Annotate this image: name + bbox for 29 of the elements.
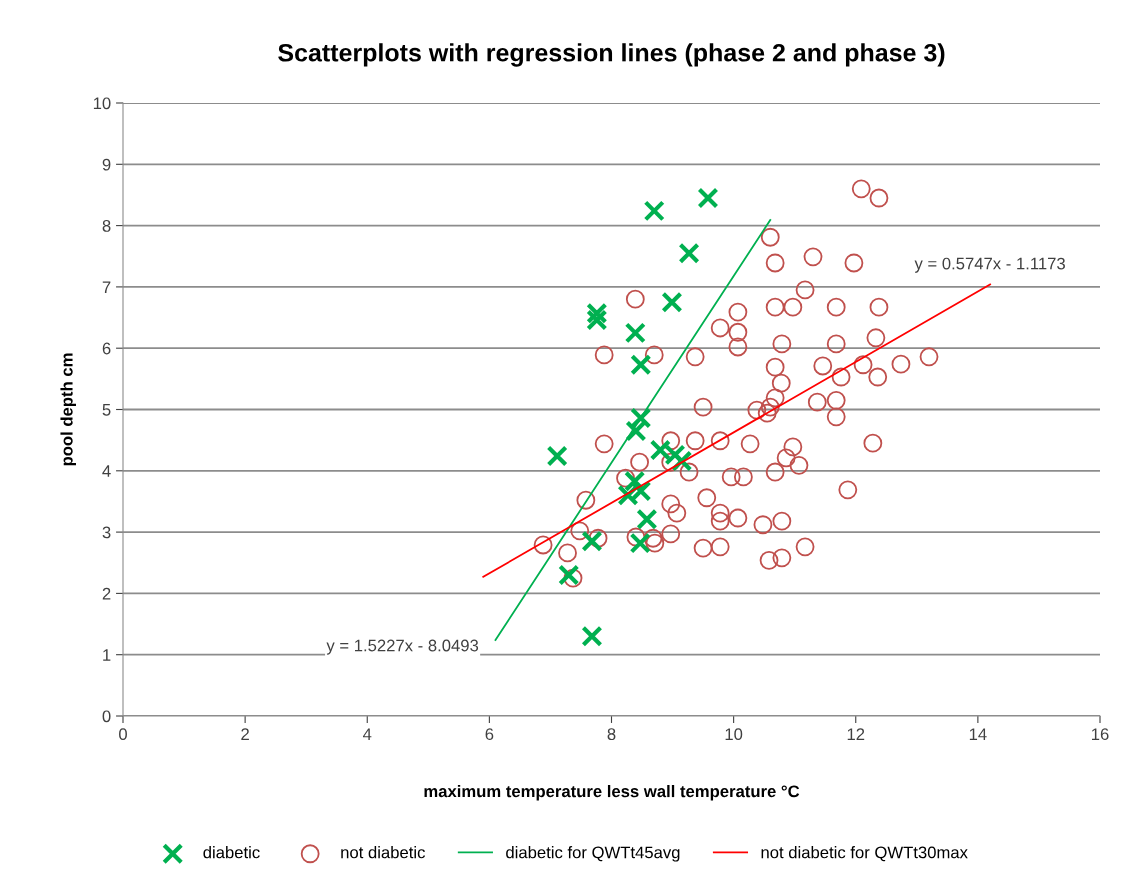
y-tick-label: 4: [102, 465, 111, 477]
y-tick-label: 1: [103, 649, 111, 661]
x-tick-label: 16: [1092, 728, 1109, 741]
y-tick-label: 0: [102, 710, 111, 723]
legend-label: diabetic: [203, 846, 260, 859]
annotation: y = 0.5747x - 1.1173: [914, 257, 1065, 273]
y-tick-label: 3: [102, 526, 111, 539]
x-tick-label: 12: [847, 728, 865, 740]
y-tick-label: 9: [102, 158, 111, 171]
y-tick-label: 5: [102, 404, 111, 416]
y-tick-label: 8: [102, 220, 111, 232]
x-tick-label: 2: [241, 728, 249, 740]
y-tick-label: 10: [93, 97, 111, 110]
x-tick-label: 14: [969, 728, 987, 740]
x-tick-label: 8: [607, 728, 616, 741]
legend-label: diabetic for QWTt45avg: [506, 846, 680, 862]
x-tick-label: 4: [363, 728, 372, 740]
y-tick-label: 6: [102, 342, 111, 355]
chart-title: Scatterplots with regression lines (phase 2 and phase 3): [278, 43, 945, 67]
y-axis-title: pool depth cm: [60, 353, 76, 466]
x-axis-title: maximum temperature less wall temperature °C: [424, 785, 800, 801]
y-tick-label: 2: [102, 587, 111, 600]
x-tick-label: 0: [119, 728, 127, 741]
legend-label: not diabetic: [341, 846, 425, 859]
x-tick-label: 6: [485, 728, 494, 741]
annotation: y = 1.5227x - 8.0493: [326, 639, 479, 655]
legend-label: not diabetic for QWTt30max: [761, 846, 968, 862]
x-tick-label: 10: [725, 728, 743, 741]
y-tick-label: 7: [102, 281, 111, 293]
